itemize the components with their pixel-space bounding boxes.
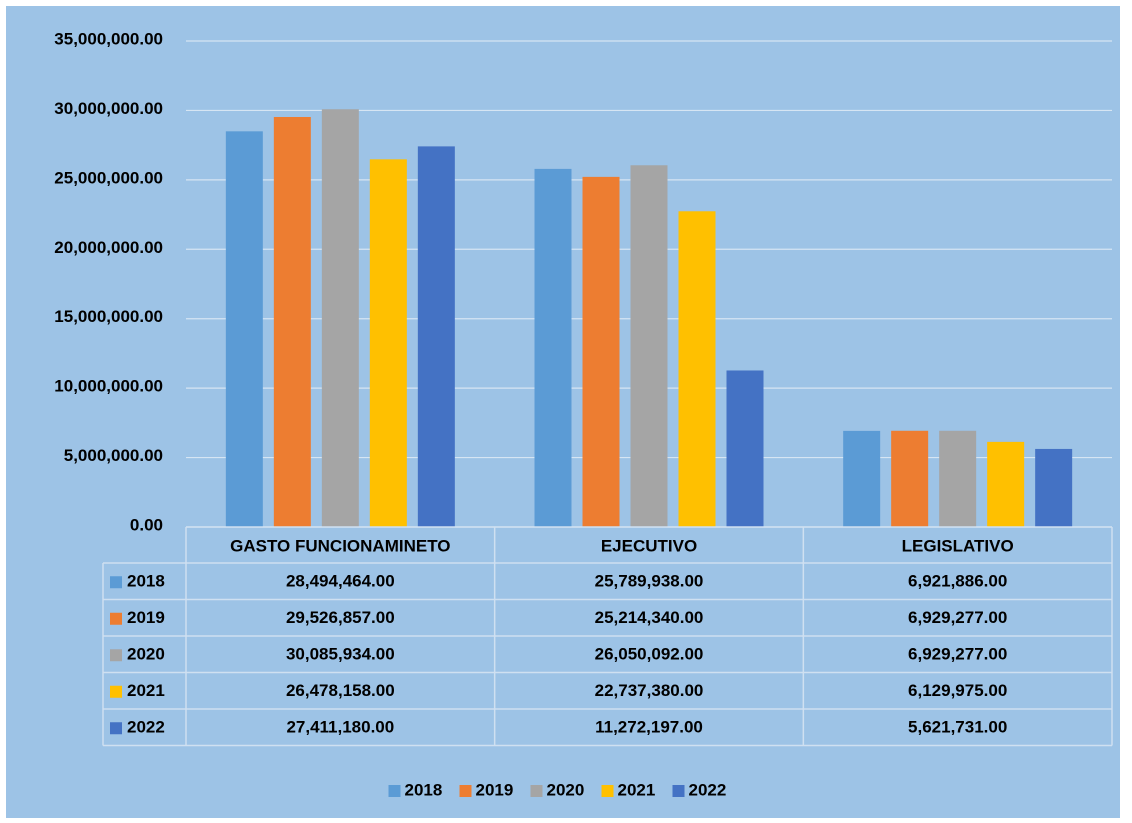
legend-key bbox=[459, 785, 472, 797]
table-cell: 26,050,092.00 bbox=[595, 645, 704, 664]
table-cell: 28,494,464.00 bbox=[286, 572, 395, 591]
table-legend-key bbox=[110, 576, 122, 589]
legend-key bbox=[530, 785, 543, 797]
table-cell: 25,214,340.00 bbox=[595, 608, 704, 627]
legend-label: 2018 bbox=[405, 780, 443, 799]
table-cell: 6,129,975.00 bbox=[908, 681, 1007, 700]
table-cell: 6,929,277.00 bbox=[908, 608, 1007, 627]
table-cell: 11,272,197.00 bbox=[595, 718, 703, 737]
table-row-label: 2021 bbox=[127, 681, 165, 700]
bar bbox=[1035, 448, 1073, 527]
y-tick-label: 10,000,000.00 bbox=[54, 377, 163, 396]
table-cell: 30,085,934.00 bbox=[286, 645, 395, 664]
table-cell: 25,789,938.00 bbox=[595, 572, 704, 591]
legend-label: 2022 bbox=[689, 780, 727, 799]
y-tick-label: 0.00 bbox=[130, 515, 163, 534]
y-tick-label: 30,000,000.00 bbox=[54, 99, 163, 118]
table-cell: 27,411,180.00 bbox=[286, 718, 394, 737]
bar bbox=[582, 176, 620, 528]
x-tick-label: LEGISLATIVO bbox=[902, 536, 1014, 555]
bar bbox=[843, 430, 881, 527]
bar bbox=[321, 109, 359, 527]
table-row-label: 2022 bbox=[127, 718, 165, 737]
table-row-label: 2020 bbox=[127, 645, 165, 664]
bar bbox=[225, 131, 263, 527]
x-tick-label: EJECUTIVO bbox=[601, 536, 697, 555]
table-legend-key bbox=[110, 685, 122, 698]
bar bbox=[369, 159, 407, 528]
bar bbox=[726, 370, 764, 527]
legend-key bbox=[672, 785, 685, 797]
table-cell: 6,921,886.00 bbox=[908, 572, 1007, 591]
bar bbox=[630, 165, 668, 527]
x-tick-label: GASTO FUNCIONAMINETO bbox=[230, 536, 450, 555]
table-row-label: 2018 bbox=[127, 572, 165, 591]
table-legend-key bbox=[110, 649, 122, 662]
y-tick-label: 5,000,000.00 bbox=[64, 446, 163, 465]
bar bbox=[273, 116, 311, 527]
table-row-label: 2019 bbox=[127, 608, 165, 627]
bar bbox=[417, 146, 455, 527]
y-tick-label: 15,000,000.00 bbox=[54, 307, 163, 326]
table-cell: 6,929,277.00 bbox=[908, 645, 1007, 664]
bar bbox=[939, 430, 977, 527]
table-cell: 5,621,731.00 bbox=[908, 718, 1007, 737]
table-legend-key bbox=[110, 722, 122, 735]
y-tick-label: 35,000,000.00 bbox=[54, 29, 163, 48]
table-cell: 22,737,380.00 bbox=[595, 681, 704, 700]
table-cell: 29,526,857.00 bbox=[286, 608, 395, 627]
legend-key bbox=[388, 785, 401, 797]
y-tick-label: 20,000,000.00 bbox=[54, 238, 163, 257]
y-tick-label: 25,000,000.00 bbox=[54, 168, 163, 187]
bar bbox=[534, 168, 572, 527]
table-cell: 26,478,158.00 bbox=[286, 681, 395, 700]
bar bbox=[891, 430, 929, 527]
legend-label: 2020 bbox=[547, 780, 585, 799]
legend-key bbox=[601, 785, 614, 797]
bar bbox=[987, 441, 1025, 527]
legend-label: 2021 bbox=[618, 780, 656, 799]
table-legend-key bbox=[110, 612, 122, 625]
bar bbox=[678, 211, 716, 527]
legend-label: 2019 bbox=[476, 780, 514, 799]
